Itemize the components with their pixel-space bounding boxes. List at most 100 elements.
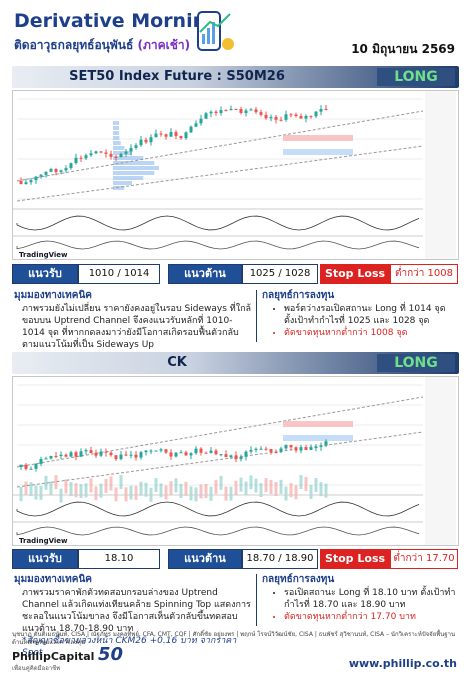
candle bbox=[169, 132, 173, 137]
volume bbox=[319, 482, 323, 497]
volume bbox=[49, 481, 53, 496]
candle bbox=[119, 153, 123, 157]
candle bbox=[319, 109, 323, 112]
volume bbox=[259, 483, 263, 498]
candle bbox=[119, 454, 123, 460]
volume bbox=[79, 484, 83, 499]
candle bbox=[174, 452, 178, 457]
candle bbox=[99, 151, 103, 153]
volume bbox=[174, 478, 178, 493]
candle bbox=[324, 441, 328, 446]
volume bbox=[169, 481, 173, 496]
volume bbox=[89, 478, 93, 493]
volume bbox=[179, 483, 183, 498]
candle bbox=[199, 448, 203, 453]
view: มุมมองทางเทคนิค ภาพรวมยังไม่เปลี่ยน ราคา… bbox=[14, 290, 252, 351]
candle bbox=[199, 118, 203, 124]
candle bbox=[69, 452, 73, 457]
candle bbox=[59, 170, 63, 172]
candle bbox=[169, 452, 173, 457]
url[interactable]: www.phillip.co.th bbox=[348, 657, 457, 670]
volume bbox=[129, 485, 133, 500]
resistance-value: 1025 / 1028 bbox=[242, 264, 318, 284]
volume bbox=[244, 481, 248, 496]
channel bbox=[16, 110, 424, 182]
candle bbox=[304, 115, 308, 119]
volume bbox=[309, 484, 313, 499]
candle bbox=[274, 116, 278, 120]
volume bbox=[29, 482, 33, 497]
candle bbox=[289, 445, 293, 448]
candle bbox=[184, 132, 188, 139]
candle bbox=[264, 114, 268, 119]
strategy: กลยุทธ์การลงทุน รอเปิดสถานะ Long ที่ 18.… bbox=[262, 574, 458, 623]
volume bbox=[224, 486, 228, 501]
candle bbox=[134, 145, 138, 148]
candle bbox=[249, 109, 253, 111]
candle bbox=[104, 152, 108, 154]
candle bbox=[244, 110, 248, 113]
volume bbox=[39, 485, 43, 500]
volume bbox=[124, 487, 128, 502]
candle bbox=[194, 448, 198, 454]
header-icon bbox=[197, 11, 234, 51]
candle bbox=[184, 452, 188, 456]
candle bbox=[144, 139, 148, 143]
volume bbox=[159, 483, 163, 498]
candle bbox=[134, 454, 138, 458]
strategy-item: รอเปิดสถานะ Long ที่ 18.10 บาท ตั้งเป้าท… bbox=[284, 587, 458, 611]
levels-row: แนวรับ 18.10 แนวต้าน 18.70 / 18.90 Stop … bbox=[12, 549, 459, 569]
zone bbox=[283, 435, 353, 441]
candle bbox=[234, 455, 238, 460]
candle bbox=[204, 452, 208, 454]
view-text: ภาพรวมยังไม่เปลี่ยน ราคายังคงอยู่ในรอบ S… bbox=[22, 304, 252, 350]
volume bbox=[279, 479, 283, 494]
candle bbox=[214, 111, 218, 113]
candle bbox=[204, 113, 208, 119]
strategy-title: กลยุทธ์การลงทุน bbox=[262, 574, 335, 585]
candle bbox=[159, 449, 163, 451]
volume bbox=[34, 485, 38, 500]
volume-profile bbox=[113, 176, 144, 180]
strategy-stop: ตัดขาดทุนหากต่ำกว่า 1008 จุด bbox=[284, 327, 458, 339]
candle bbox=[129, 454, 133, 456]
candle bbox=[249, 449, 253, 452]
volume-profile bbox=[113, 186, 125, 190]
candle bbox=[74, 157, 78, 164]
volume bbox=[234, 480, 238, 495]
volume bbox=[54, 475, 58, 490]
volume bbox=[239, 477, 243, 492]
candle bbox=[99, 451, 103, 456]
view-title: มุมมองทางเทคนิค bbox=[14, 290, 92, 301]
channel bbox=[16, 396, 424, 468]
candle bbox=[229, 109, 233, 111]
section-bar: CK LONG bbox=[12, 352, 459, 374]
candle bbox=[54, 455, 58, 457]
volume-profile bbox=[113, 171, 155, 175]
volume bbox=[109, 476, 113, 491]
candle bbox=[239, 109, 243, 113]
candle bbox=[109, 153, 113, 157]
candle bbox=[229, 455, 233, 458]
candle bbox=[244, 451, 248, 457]
candle bbox=[259, 112, 263, 115]
view-note: *สัญญาซื้อขายล่วงหน้า CKM26 +0.16 บาท จา… bbox=[22, 636, 237, 658]
candle bbox=[194, 123, 198, 127]
candle bbox=[74, 452, 78, 457]
candle bbox=[39, 174, 43, 177]
volume bbox=[119, 475, 123, 490]
candle bbox=[109, 452, 113, 456]
zone bbox=[283, 421, 353, 427]
candle bbox=[269, 116, 273, 119]
candle bbox=[84, 450, 88, 452]
candle bbox=[19, 181, 23, 185]
strategy-title: กลยุทธ์การลงทุน bbox=[262, 290, 335, 301]
candle bbox=[159, 133, 163, 135]
volume bbox=[289, 483, 293, 498]
candle bbox=[179, 452, 183, 454]
stop-value: ต่ำกว่า 17.70 bbox=[390, 549, 458, 569]
candle bbox=[234, 109, 238, 110]
volume-profile bbox=[113, 131, 120, 135]
candle bbox=[24, 464, 28, 469]
